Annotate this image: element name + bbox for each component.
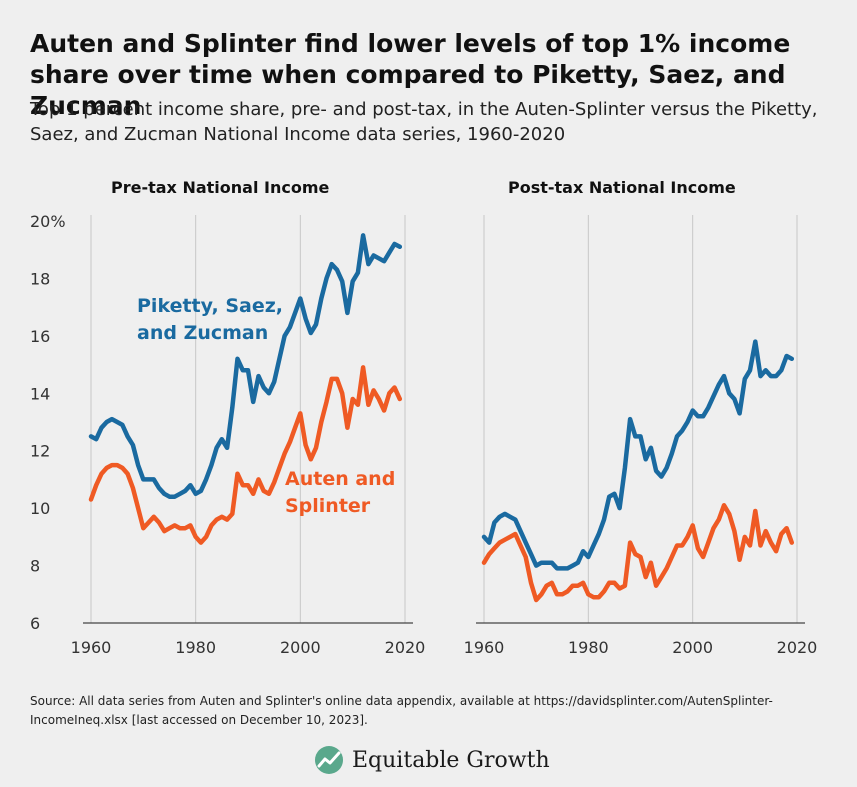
x-tick-label-0-1: 1980: [175, 638, 216, 657]
y-tick-label-7: 6: [30, 614, 40, 633]
series-label-as-1: Splinter: [285, 495, 371, 517]
series-label-psz-1: and Zucman: [137, 322, 268, 344]
y-tick-label-0: 20%: [30, 212, 66, 231]
right-panel-title: Post-tax National Income: [508, 178, 736, 197]
brand-logo: Equitable Growth: [314, 745, 550, 775]
left-panel-title: Pre-tax National Income: [111, 178, 330, 197]
x-tick-label-1-3: 2020: [777, 638, 818, 657]
y-tick-label-5: 10: [30, 499, 50, 518]
y-tick-label-2: 16: [30, 327, 50, 346]
y-tick-label-6: 8: [30, 557, 40, 576]
x-tick-label-1-2: 2000: [672, 638, 713, 657]
chart-subtitle: Top 1 percent income share, pre- and pos…: [30, 99, 818, 145]
series-line-0-psz: [88, 233, 403, 499]
y-tick-label-1: 18: [30, 269, 50, 288]
series-line-0-as: [88, 365, 403, 545]
x-tick-label-0-2: 2000: [280, 638, 321, 657]
source-note: Source: All data series from Auten and S…: [30, 694, 773, 727]
brand-name: Equitable Growth: [352, 747, 550, 773]
x-tick-label-1-0: 1960: [464, 638, 505, 657]
x-tick-label-0-0: 1960: [71, 638, 112, 657]
charts-canvas: 1960 1980 2000 2020 20% 18 16 14 12 10 8 6 Piketty, …: [30, 212, 818, 657]
series-label-psz-0: Piketty, Saez,: [137, 295, 283, 317]
series-line-1-as: [481, 503, 795, 603]
x-tick-label-1-1: 1980: [568, 638, 609, 657]
chart-title: Auten and Splinter find lower levels of …: [30, 29, 791, 120]
growth-logo-icon: [315, 746, 343, 774]
series-label-as-0: Auten and: [285, 468, 395, 490]
series-line-1-psz: [481, 339, 795, 571]
y-tick-label-4: 12: [30, 442, 50, 461]
x-tick-label-0-3: 2020: [385, 638, 426, 657]
y-tick-label-3: 14: [30, 384, 50, 403]
